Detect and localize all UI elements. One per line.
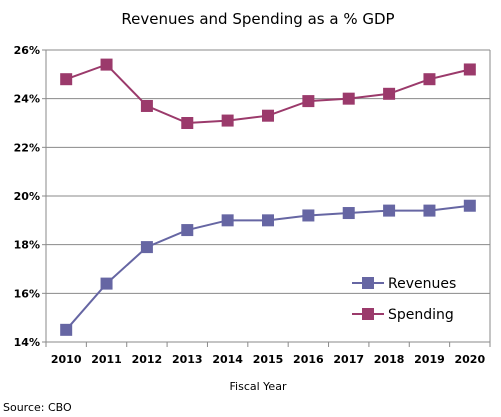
y-tick-label: 24% [14,93,40,106]
revenues-point [262,214,274,227]
legend-marker-spending [362,308,374,320]
x-tick-label: 2013 [172,353,203,366]
x-tick-label: 2012 [132,353,163,366]
spending-point [221,114,234,127]
spending-point [463,63,476,76]
revenues-point [181,224,194,237]
revenues-point [221,214,234,227]
series-layer [60,58,476,336]
spending-point [383,87,396,100]
spending-point [423,73,436,86]
revenues-point [463,199,476,212]
y-tick-label: 14% [14,336,40,349]
x-tick-label: 2018 [374,353,405,366]
y-tick-label: 20% [14,190,40,203]
revenues-point [100,277,113,290]
spending-point [181,117,194,129]
x-axis-label: Fiscal Year [230,380,287,393]
legend-marker-revenues [362,277,374,289]
spending-point [302,95,315,108]
legend-label-revenues: Revenues [388,276,456,292]
x-tick-label: 2015 [253,353,284,366]
x-tick-label: 2020 [455,353,486,366]
spending-point [60,73,73,86]
x-axis-ticks: 2010 2011 2012 2013 2014 2015 2016 2017 2018 2019… [45,342,491,366]
revenues-point [302,209,315,222]
x-tick-label: 2014 [212,353,243,366]
spending-point [100,58,113,71]
revenues-point [140,241,153,254]
chart-title: Revenues and Spending as a % GDP [121,10,394,28]
y-tick-label: 18% [14,239,40,252]
x-tick-label: 2017 [333,353,364,366]
x-tick-label: 2016 [293,353,324,366]
x-tick-label: 2019 [414,353,445,366]
source-note: Source: CBO [3,401,72,414]
spending-point [342,92,355,105]
legend: Revenues Spending [352,276,456,323]
y-tick-label: 16% [14,287,40,300]
x-tick-label: 2011 [91,353,122,366]
x-tick-label: 2010 [51,353,82,366]
spending-point [140,99,153,112]
revenues-point [423,204,436,217]
y-tick-label: 22% [14,141,40,154]
y-axis-ticks: 14% 16% 18% 20% 22% 24% 26% [14,44,40,349]
spending-point [262,109,274,122]
revenues-point [383,204,396,217]
y-tick-label: 26% [14,44,40,57]
revenues-point [60,323,73,336]
gridlines [42,49,491,343]
revenues-point [342,207,355,220]
legend-label-spending: Spending [388,307,454,323]
